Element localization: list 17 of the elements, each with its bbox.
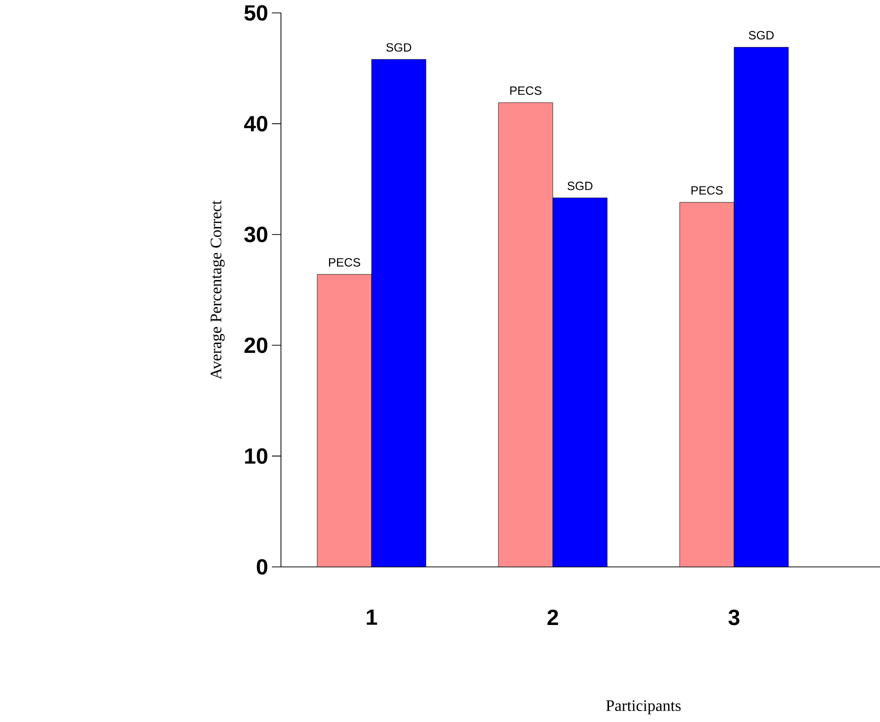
x-tick-label: 2 xyxy=(547,610,558,625)
x-tick-label: 1 xyxy=(366,610,378,625)
data-label: PECS xyxy=(692,186,723,195)
y-tick-label: 10 xyxy=(245,448,268,464)
y-tick-label: 50 xyxy=(244,5,268,21)
y-tick-label: 20 xyxy=(244,337,268,354)
data-label: SGD xyxy=(748,31,774,40)
x-axis-title: Participants xyxy=(606,700,681,714)
data-label: SGD xyxy=(386,43,412,52)
y-tick-label: 30 xyxy=(244,226,268,242)
y-tick-label: 40 xyxy=(244,116,268,132)
x-tick-label: 3 xyxy=(728,610,740,626)
data-label: PECS xyxy=(329,258,360,267)
data-label: SGD xyxy=(568,182,592,190)
data-label: PECS xyxy=(510,86,542,95)
y-tick-label: 0 xyxy=(256,559,268,575)
y-axis-title: Average Percentage Correct xyxy=(210,200,225,380)
